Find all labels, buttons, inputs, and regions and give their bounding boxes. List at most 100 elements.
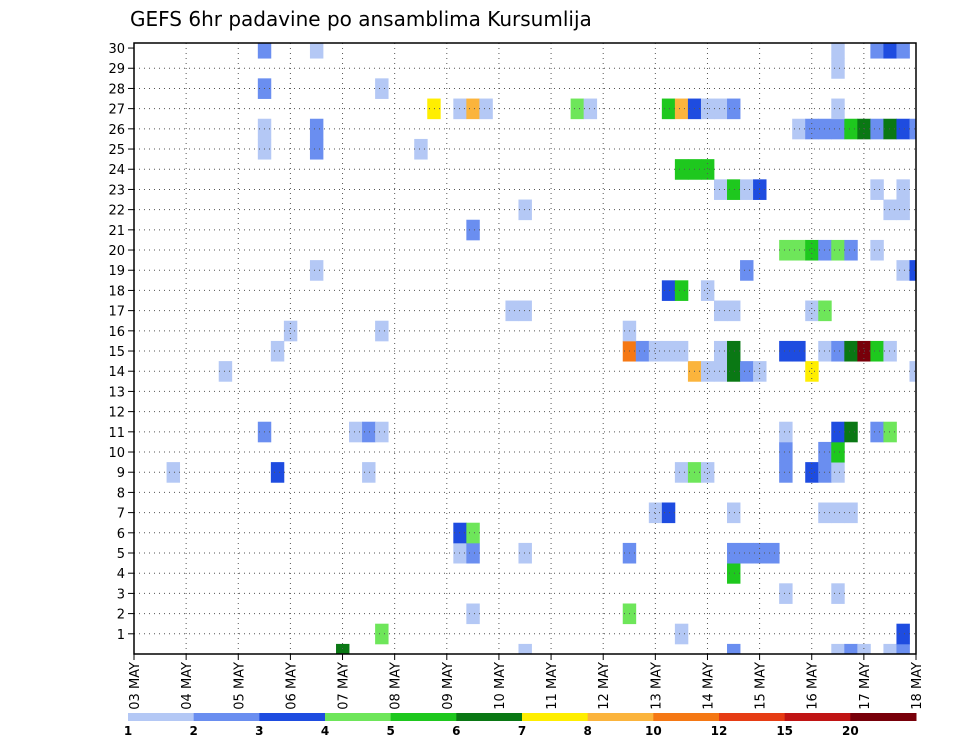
x-tick-label: 16 MAY — [806, 662, 821, 710]
y-tick-label: 20 — [108, 244, 125, 259]
precip-cell — [270, 340, 285, 362]
precip-cell — [805, 361, 819, 382]
precip-cell — [635, 340, 650, 362]
precip-cell — [583, 98, 598, 120]
x-tick-label: 04 MAY — [180, 662, 195, 710]
precip-cell — [661, 98, 676, 120]
precip-cell — [727, 643, 741, 655]
precip-cell — [831, 421, 845, 443]
precip-cell — [466, 219, 480, 241]
precip-cell — [518, 300, 532, 322]
y-tick-label: 29 — [108, 62, 125, 77]
precip-cell — [909, 118, 917, 140]
precip-cell — [674, 340, 689, 362]
precip-cell — [727, 361, 741, 382]
x-tick-label: 08 MAY — [389, 662, 404, 710]
y-tick-label: 11 — [108, 426, 125, 441]
y-tick-label: 27 — [108, 103, 125, 118]
precip-cell — [518, 643, 532, 655]
precip-cell — [805, 239, 819, 261]
precip-cell — [375, 320, 389, 342]
x-tick-label: 10 MAY — [493, 662, 508, 710]
precip-cell — [831, 239, 845, 261]
precip-cell — [414, 138, 428, 160]
precip-cell — [896, 643, 910, 655]
colorbar-swatch — [456, 713, 523, 721]
precip-cell — [309, 260, 324, 281]
precip-cell — [792, 118, 806, 140]
precip-cell — [870, 239, 884, 261]
grid-layer — [134, 43, 916, 654]
precip-cell — [362, 421, 376, 443]
precip-cell — [779, 421, 793, 443]
y-tick-label: 19 — [108, 264, 125, 279]
x-tick-label: 13 MAY — [649, 662, 664, 710]
y-tick-label: 5 — [117, 547, 125, 562]
y-tick-label: 15 — [108, 345, 125, 360]
precip-cell — [700, 280, 715, 301]
precip-cell — [700, 159, 715, 180]
precip-cell — [427, 98, 441, 120]
precip-cell — [648, 502, 663, 524]
y-tick-label: 1 — [117, 628, 125, 643]
precip-cell — [805, 300, 819, 322]
precip-cell — [740, 361, 754, 382]
colorbar-label: 7 — [518, 724, 526, 738]
colorbar-swatch — [850, 713, 917, 721]
x-tick-label: 09 MAY — [441, 662, 456, 710]
precip-cell — [870, 179, 884, 200]
precip-cell — [700, 361, 715, 382]
colorbar-label: 20 — [842, 724, 859, 738]
colorbar-swatch — [390, 713, 457, 721]
precip-cell — [479, 98, 493, 120]
colorbar-swatch — [193, 713, 260, 721]
precip-cell — [375, 78, 389, 99]
precip-cell — [883, 340, 897, 362]
colorbar-swatch — [128, 713, 195, 721]
precip-cell — [466, 522, 480, 544]
precip-cell — [831, 462, 845, 483]
precip-cell — [283, 320, 298, 342]
x-axis: 03 MAY 04 MAY 05 MAY 06 MAY 07 MAY 08 MAY 09 M… — [128, 654, 925, 710]
precip-cell — [779, 583, 793, 604]
precip-cell — [727, 98, 741, 120]
colorbar-swatch — [653, 713, 720, 721]
precip-cell — [792, 340, 806, 362]
precip-cell — [779, 462, 793, 483]
precip-cell — [896, 623, 910, 645]
precip-cell — [831, 340, 845, 362]
precip-cell — [648, 340, 663, 362]
precip-cell — [870, 43, 884, 59]
y-tick-label: 8 — [117, 486, 125, 501]
colorbar-swatch — [259, 713, 326, 721]
precip-cell — [896, 43, 910, 59]
precip-cell — [740, 260, 754, 281]
precip-cell — [505, 300, 519, 322]
y-tick-label: 13 — [108, 385, 125, 400]
precip-cell — [883, 199, 897, 221]
colorbar-swatch — [719, 713, 786, 721]
precip-cell — [831, 441, 845, 463]
precip-cell — [831, 502, 845, 524]
precip-cell — [857, 643, 871, 655]
x-tick-label: 11 MAY — [545, 662, 560, 710]
colorbar-swatch — [325, 713, 392, 721]
plot-frame — [133, 42, 917, 655]
precip-cell — [896, 199, 910, 221]
precip-cell — [727, 542, 741, 564]
y-axis: 1234567891011121314151617181920212223242… — [108, 42, 134, 643]
precip-cell — [570, 98, 585, 120]
precip-cell — [466, 542, 480, 564]
precip-cell — [870, 421, 884, 443]
precip-cell — [270, 462, 285, 483]
precip-cell — [727, 179, 741, 200]
colorbar-label: 2 — [189, 724, 197, 738]
colorbar-label: 6 — [452, 724, 460, 738]
precip-cell — [779, 340, 793, 362]
colorbar-label: 5 — [386, 724, 394, 738]
precip-cell — [713, 300, 728, 322]
y-tick-label: 18 — [108, 284, 125, 299]
precip-cell — [309, 43, 324, 59]
